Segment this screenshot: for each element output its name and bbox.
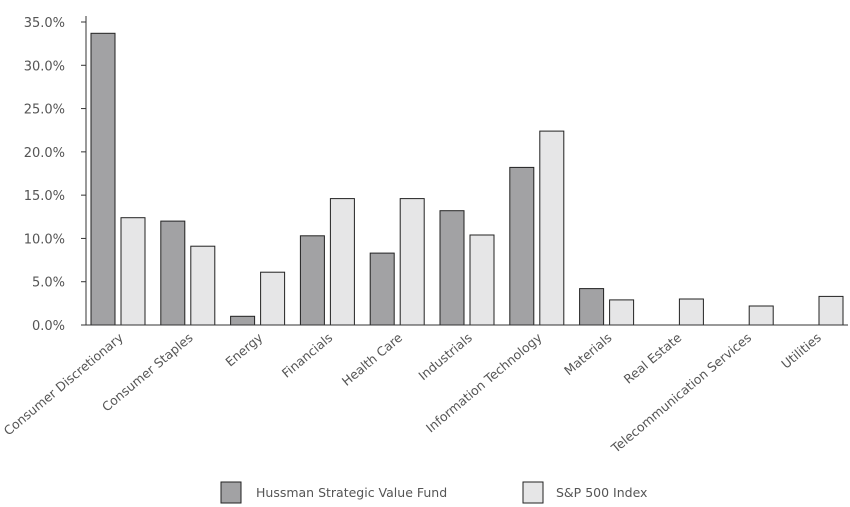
bar-fund <box>439 210 465 326</box>
category-label: Energy <box>222 329 266 369</box>
bar-index <box>818 295 844 326</box>
legend: Hussman Strategic Value Fund S&P 500 Inde… <box>220 481 647 504</box>
bar-index <box>609 299 635 326</box>
bar-index <box>678 298 704 326</box>
category-label: Real Estate <box>621 330 685 387</box>
y-tick-label: 10.0% <box>24 232 65 247</box>
y-tick-label: 0.0% <box>32 319 65 334</box>
bar-index <box>399 198 425 326</box>
category-label: Utilities <box>778 330 824 372</box>
y-tick-label: 35.0% <box>24 16 65 31</box>
bar-fund <box>509 166 535 326</box>
bar-index <box>748 305 774 326</box>
y-axis: 0.0% 5.0% 10.0% 15.0% 20.0% 25.0% 30.0% 35.0% <box>24 16 87 334</box>
bar-fund <box>160 220 186 326</box>
legend-swatch-index <box>522 481 544 504</box>
bar-index <box>190 245 216 326</box>
y-tick-label: 25.0% <box>24 103 65 118</box>
bar-index <box>469 234 495 326</box>
category-label: Information Technology <box>423 329 545 435</box>
y-tick-label: 5.0% <box>32 276 65 291</box>
category-label: Industrials <box>415 330 475 383</box>
bar-index <box>120 217 146 326</box>
legend-swatch-fund <box>220 481 242 504</box>
category-label: Materials <box>561 330 615 378</box>
y-tick-label: 20.0% <box>24 146 65 161</box>
category-label: Financials <box>279 330 336 381</box>
bar-index <box>260 271 286 326</box>
y-tick-label: 15.0% <box>24 189 65 204</box>
y-tick-label: 30.0% <box>24 59 65 74</box>
bar-fund <box>369 252 395 326</box>
category-label: Telecommunication Services <box>608 330 755 456</box>
bars <box>90 32 844 326</box>
legend-label-index: S&P 500 Index <box>556 485 647 500</box>
category-label: Consumer Discretionary <box>1 329 127 438</box>
bar-fund <box>230 315 256 326</box>
bar-index <box>329 198 355 326</box>
bar-index <box>539 130 565 326</box>
bar-fund <box>299 235 325 326</box>
bar-fund <box>579 288 605 326</box>
bar-fund <box>90 32 116 326</box>
legend-label-fund: Hussman Strategic Value Fund <box>256 485 447 500</box>
category-label: Health Care <box>339 330 406 389</box>
